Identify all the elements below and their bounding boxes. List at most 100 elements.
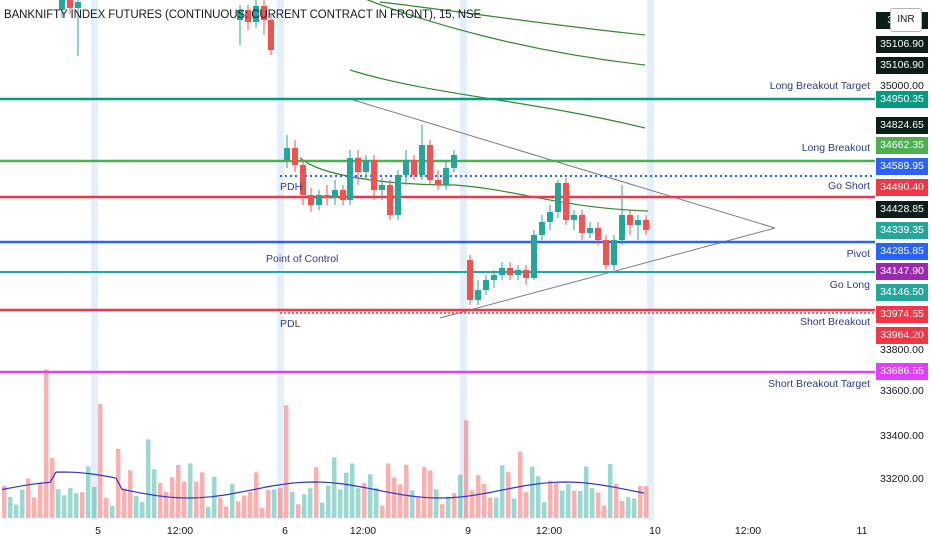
candle[interactable] [427,145,433,180]
candle[interactable] [587,228,593,233]
volume-bar [134,496,139,518]
volume-bar [332,457,337,518]
candle[interactable] [627,215,633,225]
candle[interactable] [371,160,377,190]
candle[interactable] [603,240,609,265]
volume-bar [224,506,229,518]
candle[interactable] [547,212,553,222]
candle[interactable] [403,160,409,175]
volume-bar [152,469,157,518]
candle[interactable] [483,280,489,290]
volume-bar [434,489,439,518]
long-breakout-target-label: Long Breakout Target [769,80,870,92]
candle[interactable] [499,268,505,275]
candle[interactable] [268,20,274,50]
ma-line [299,157,649,212]
candle[interactable] [507,268,513,275]
candle[interactable] [435,180,441,185]
x-axis-label: 6 [282,525,288,537]
trendline-upper[interactable] [349,98,776,229]
candle[interactable] [571,215,577,220]
candle[interactable] [75,2,81,8]
candle[interactable] [395,175,401,215]
volume-bar [560,490,565,518]
candle[interactable] [308,195,314,205]
candle[interactable] [635,220,641,225]
price-tag: 34147.90 [876,263,928,280]
candle[interactable] [237,10,243,20]
candle[interactable] [643,220,649,230]
volume-bar [122,488,127,518]
volume-bar [422,467,427,518]
candle[interactable] [451,155,457,168]
candle[interactable] [332,190,338,198]
candle[interactable] [411,160,417,175]
candle[interactable] [419,145,425,175]
candle[interactable] [340,190,346,200]
candle[interactable] [324,195,330,198]
poc-label: Point of Control [266,253,339,265]
price-tag: 34824.65 [876,117,928,134]
currency-button[interactable]: INR [890,8,922,32]
volume-bar [362,483,367,518]
candles-group[interactable] [59,0,649,305]
candle[interactable] [539,222,545,235]
session-highlight [91,0,98,520]
candle[interactable] [531,235,537,278]
volume-bar [146,439,151,518]
candle[interactable] [245,10,251,22]
price-tag: 34589.95 [876,158,928,175]
volume-bar [446,496,451,518]
price-tag: 35106.90 [876,36,928,53]
candle[interactable] [579,215,585,233]
short-breakout-target-tag: 33686.55 [876,363,928,380]
volume-bar [530,466,535,518]
candle[interactable] [379,185,385,190]
candle[interactable] [515,270,521,275]
candle[interactable] [491,275,497,280]
candle[interactable] [443,168,449,185]
volume-ma-line [1,471,645,499]
candle[interactable] [475,290,481,300]
candle[interactable] [355,158,361,172]
candle[interactable] [387,185,393,215]
volume-bar [80,492,85,518]
volume-bar [584,466,589,518]
candle[interactable] [59,0,65,10]
candle[interactable] [363,160,369,172]
volume-bar [578,491,583,518]
candle[interactable] [253,6,259,22]
candle[interactable] [67,0,73,8]
candle[interactable] [292,148,298,165]
candle[interactable] [563,183,569,220]
volume-bar [56,489,61,518]
ma-line [379,1,646,36]
volume-bar [182,481,187,518]
volume-bar [566,484,571,518]
candle[interactable] [467,260,473,300]
volume-bar [458,474,463,518]
volume-bar [386,463,391,518]
candle[interactable] [300,165,306,195]
volume-bar [626,497,631,518]
volume-group [2,369,649,518]
candle[interactable] [284,148,290,160]
chart-canvas[interactable] [0,0,875,550]
candle[interactable] [555,183,561,212]
candle[interactable] [347,158,353,200]
candle[interactable] [316,195,322,205]
candle[interactable] [261,6,267,20]
volume-bar [44,369,49,518]
candle[interactable] [619,215,625,240]
volume-bar [68,487,73,518]
volume-bar [242,495,247,518]
candle[interactable] [595,228,601,240]
candle[interactable] [611,240,617,265]
pivot-label: Pivot [846,248,870,260]
volume-bar [476,475,481,518]
candle[interactable] [523,270,529,278]
volume-bar [488,497,493,518]
volume-bar [548,480,553,518]
volume-bar [254,472,259,518]
volume-bar [278,487,283,518]
